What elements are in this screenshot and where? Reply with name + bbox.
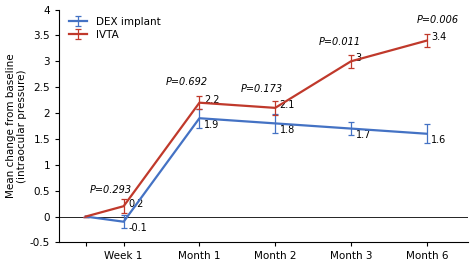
Text: 3: 3 xyxy=(356,53,362,63)
Text: 1.8: 1.8 xyxy=(280,125,295,135)
Text: P=0.173: P=0.173 xyxy=(241,84,283,95)
Text: 1.9: 1.9 xyxy=(204,120,219,130)
Text: P=0.692: P=0.692 xyxy=(165,77,208,87)
Text: -0.1: -0.1 xyxy=(128,223,147,233)
Legend: DEX implant, IVTA: DEX implant, IVTA xyxy=(69,17,160,40)
Y-axis label: Mean change from baseline
(intraocular pressure): Mean change from baseline (intraocular p… xyxy=(6,54,27,198)
Text: 1.6: 1.6 xyxy=(431,135,447,146)
Text: P=0.293: P=0.293 xyxy=(90,185,132,195)
Text: P=0.006: P=0.006 xyxy=(417,15,458,25)
Text: 2.1: 2.1 xyxy=(280,100,295,110)
Text: 1.7: 1.7 xyxy=(356,130,371,140)
Text: 2.2: 2.2 xyxy=(204,95,219,105)
Text: 3.4: 3.4 xyxy=(431,33,447,42)
Text: 0.2: 0.2 xyxy=(128,199,144,209)
Text: P=0.011: P=0.011 xyxy=(319,37,361,47)
